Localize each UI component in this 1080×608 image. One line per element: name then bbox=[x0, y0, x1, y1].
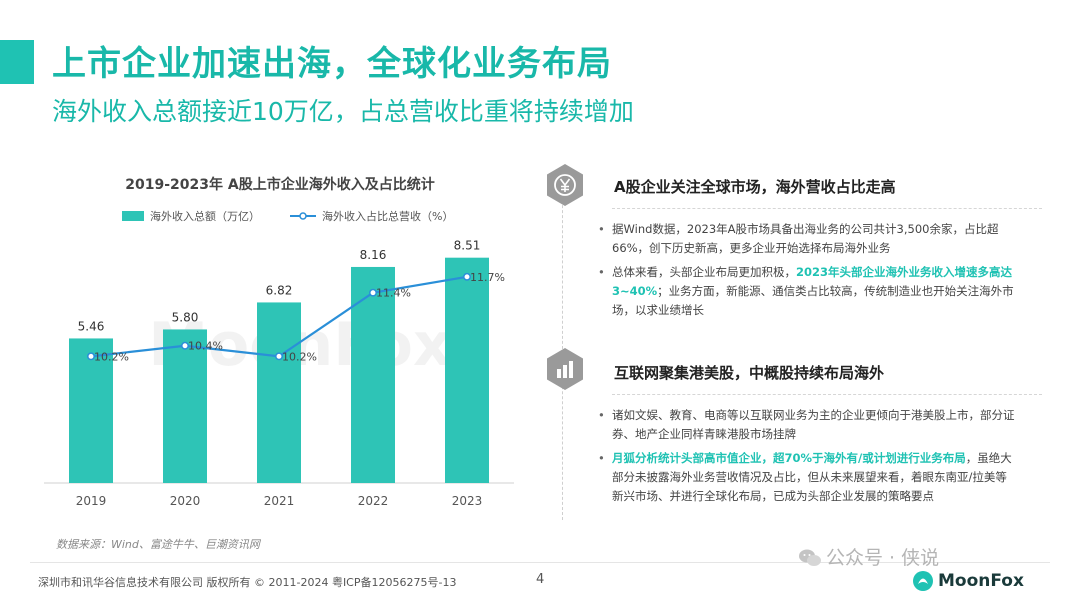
section-2-rule bbox=[612, 394, 1042, 395]
moonfox-logo: MoonFox bbox=[912, 570, 1024, 592]
x-tick-2022: 2022 bbox=[358, 494, 389, 508]
line-label-2020: 10.4% bbox=[188, 340, 223, 353]
line-point-2020 bbox=[181, 341, 189, 350]
line-label-2022: 11.4% bbox=[376, 287, 411, 300]
section-2-bullets: 诸如文娱、教育、电商等以互联网业务为主的企业更倾向于港美股上市，部分证券、地产企… bbox=[596, 406, 1016, 511]
moonfox-logo-icon bbox=[913, 571, 933, 591]
page-title: 上市企业加速出海，全球化业务布局 bbox=[52, 44, 612, 84]
bar-label-2023: 8.51 bbox=[454, 239, 481, 253]
wechat-watermark: 公众号 · 侠说 bbox=[826, 547, 940, 569]
line-label-2019: 10.2% bbox=[94, 350, 129, 363]
bar-label-2022: 8.16 bbox=[360, 248, 387, 262]
footer-copyright: 深圳市和讯华谷信息技术有限公司 版权所有 © 2011-2024 粤ICP备12… bbox=[38, 576, 457, 589]
bullet-text: ；业务方面，新能源、通信类占比较高，传统制造业也开始关注海外市场，以求业绩增长 bbox=[612, 284, 1014, 317]
overseas-revenue-chart: MoonFox2019-2023年 A股上市企业海外收入及占比统计海外收入总额（… bbox=[44, 176, 514, 508]
bullet-item: 月狐分析统计头部高市值企业，超70%于海外有/或计划进行业务布局，虽绝大部分未披… bbox=[596, 449, 1016, 506]
chart-title: 2019-2023年 A股上市企业海外收入及占比统计 bbox=[125, 176, 434, 193]
legend-marker bbox=[299, 212, 307, 220]
x-tick-2019: 2019 bbox=[76, 494, 107, 508]
bar-label-2021: 6.82 bbox=[266, 283, 293, 297]
line-point-2021 bbox=[275, 352, 283, 361]
legend-swatch-bar bbox=[122, 211, 144, 221]
highlight-text: 月狐分析统计头部高市值企业，超70%于海外有/或计划进行业务布局 bbox=[612, 451, 966, 465]
legend-label-line: 海外收入占比总营收（%） bbox=[322, 209, 453, 223]
bar-label-2020: 5.80 bbox=[172, 310, 199, 324]
line-point-2022 bbox=[369, 288, 377, 297]
bar-2023 bbox=[445, 257, 489, 483]
line-label-2023: 11.7% bbox=[470, 271, 505, 284]
bullet-text: 据Wind数据，2023年A股市场具备出海业务的公司共计3,500余家，占比超6… bbox=[612, 222, 999, 255]
section-2-title: 互联网聚集港美股，中概股持续布局海外 bbox=[614, 364, 885, 382]
line-point-2023 bbox=[463, 272, 471, 281]
bar-label-2019: 5.46 bbox=[78, 319, 105, 333]
page-subtitle: 海外收入总额接近10万亿，占总营收比重将持续增加 bbox=[52, 97, 634, 126]
page-number: 4 bbox=[536, 572, 545, 587]
bullet-item: 诸如文娱、教育、电商等以互联网业务为主的企业更倾向于港美股上市，部分证券、地产企… bbox=[596, 406, 1016, 444]
section-1-bullets: 据Wind数据，2023年A股市场具备出海业务的公司共计3,500余家，占比超6… bbox=[596, 220, 1016, 325]
bar-2020 bbox=[163, 329, 207, 483]
highlight-text: 2023年头部企业海外业务收入增速多高达3~40% bbox=[612, 265, 1013, 298]
moonfox-logo-text: MoonFox bbox=[938, 571, 1024, 591]
bullet-text: 总体来看，头部企业布局更加积极， bbox=[612, 265, 796, 279]
section-1-rule bbox=[612, 208, 1042, 209]
x-tick-2020: 2020 bbox=[170, 494, 201, 508]
legend-label-bar: 海外收入总额（万亿） bbox=[150, 209, 260, 223]
data-source: 数据来源：Wind、富途牛牛、巨潮资讯网 bbox=[56, 538, 260, 551]
bullet-text: 诸如文娱、教育、电商等以互联网业务为主的企业更倾向于港美股上市，部分证券、地产企… bbox=[612, 408, 1015, 441]
title-accent-bar bbox=[0, 40, 34, 84]
bullet-item: 据Wind数据，2023年A股市场具备出海业务的公司共计3,500余家，占比超6… bbox=[596, 220, 1016, 258]
line-point-2019 bbox=[87, 352, 95, 361]
chart-panel: MoonFox2019-2023年 A股上市企业海外收入及占比统计海外收入总额（… bbox=[40, 165, 520, 525]
wechat-icon bbox=[798, 548, 822, 568]
bullet-text: ，虽绝大部分未披露海外业务营收情况及占比，但从未来展望来看，着眼东南亚/拉美等新… bbox=[612, 451, 1012, 503]
line-label-2021: 10.2% bbox=[282, 350, 317, 363]
section-1-title: A股企业关注全球市场，海外营收占比走高 bbox=[614, 178, 896, 196]
bar-2019 bbox=[69, 338, 113, 483]
bar-chart-icon bbox=[542, 346, 588, 392]
yen-icon bbox=[542, 162, 588, 208]
bullet-item: 总体来看，头部企业布局更加积极，2023年头部企业海外业务收入增速多高达3~40… bbox=[596, 263, 1016, 320]
x-tick-2023: 2023 bbox=[452, 494, 483, 508]
footer-rule bbox=[30, 562, 1050, 563]
x-tick-2021: 2021 bbox=[264, 494, 295, 508]
bar-2021 bbox=[257, 302, 301, 483]
